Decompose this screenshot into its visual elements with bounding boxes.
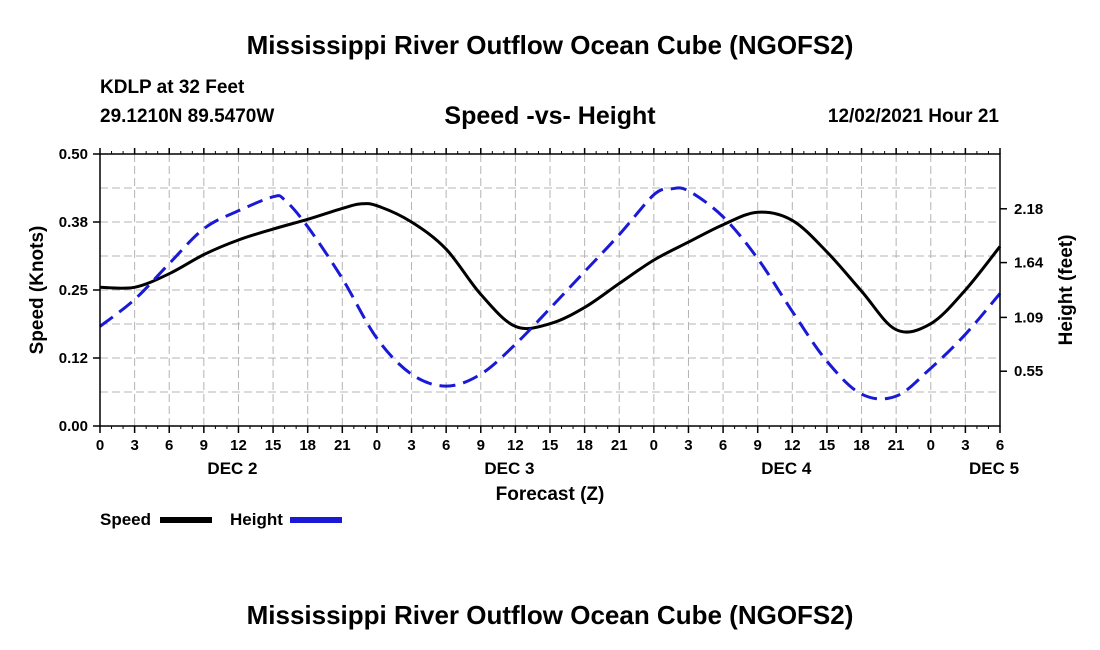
legend-height-label: Height [230, 510, 283, 529]
axes: 0 3 6 9 12 15 18 21 0 3 6 9 12 15 18 21 0 3 6 9 12 15 18 21 0 3 6 0… [27, 146, 1077, 505]
y2-tick-label: 1.64 [1014, 255, 1044, 272]
x-tick-label: 0 [650, 437, 658, 454]
y2-tick-label: 2.18 [1014, 201, 1043, 218]
x-tick-label: 9 [200, 437, 208, 454]
x-tick-label: 6 [719, 437, 727, 454]
y-tick-label: 0.00 [59, 418, 88, 435]
x-tick-label: 18 [576, 437, 593, 454]
chart-subtitle: Speed -vs- Height [444, 102, 656, 130]
x-tick-label: 3 [130, 437, 138, 454]
y-tick-label: 0.25 [59, 282, 88, 299]
x-tick-label: 0 [96, 437, 104, 454]
legend-speed-label: Speed [100, 510, 151, 529]
y-tick-label: 0.12 [59, 350, 88, 367]
y-tick-label: 0.38 [59, 214, 88, 231]
chart-title: Mississippi River Outflow Ocean Cube (NG… [246, 30, 854, 60]
y2-tick-label: 1.09 [1014, 309, 1043, 326]
x-tick-label: 9 [477, 437, 485, 454]
x-tick-label: 18 [853, 437, 870, 454]
x-tick-label: 12 [507, 437, 524, 454]
x-tick-label: 21 [334, 437, 351, 454]
x-tick-label: 0 [927, 437, 935, 454]
x-tick-label: 18 [299, 437, 316, 454]
x-axis-title: Forecast (Z) [496, 484, 605, 505]
x-tick-label: 12 [784, 437, 801, 454]
x-tick-label: 15 [819, 437, 836, 454]
x-tick-label: 12 [230, 437, 247, 454]
x-tick-label: 0 [373, 437, 381, 454]
station-coords: 29.1210N 89.5470W [100, 106, 275, 127]
x-tick-label: 15 [265, 437, 282, 454]
day-label: DEC 5 [969, 459, 1019, 478]
x-tick-label: 6 [165, 437, 173, 454]
y-tick-label: 0.50 [59, 146, 88, 163]
series-layer [99, 186, 1002, 401]
x-tick-label: 21 [611, 437, 628, 454]
forecast-timestamp: 12/02/2021 Hour 21 [827, 106, 999, 127]
y2-tick-label: 0.55 [1014, 363, 1043, 380]
y2-axis-title: Height (feet) [1056, 235, 1077, 346]
x-tick-label: 21 [888, 437, 905, 454]
day-label: DEC 3 [484, 459, 534, 478]
x-tick-label: 3 [961, 437, 969, 454]
x-tick-label: 6 [442, 437, 450, 454]
speed-series-line [99, 202, 1002, 334]
day-label: DEC 2 [207, 459, 257, 478]
y-axis-title: Speed (Knots) [27, 226, 48, 355]
x-tick-label: 3 [684, 437, 692, 454]
station-label: KDLP at 32 Feet [100, 77, 245, 98]
x-tick-label: 6 [996, 437, 1004, 454]
grid [100, 154, 1000, 426]
x-tick-label: 3 [407, 437, 415, 454]
height-series-line [99, 186, 1002, 401]
day-label: DEC 4 [761, 459, 812, 478]
footer-title: Mississippi River Outflow Ocean Cube (NG… [246, 600, 854, 630]
x-tick-label: 9 [754, 437, 762, 454]
x-tick-label: 15 [542, 437, 559, 454]
